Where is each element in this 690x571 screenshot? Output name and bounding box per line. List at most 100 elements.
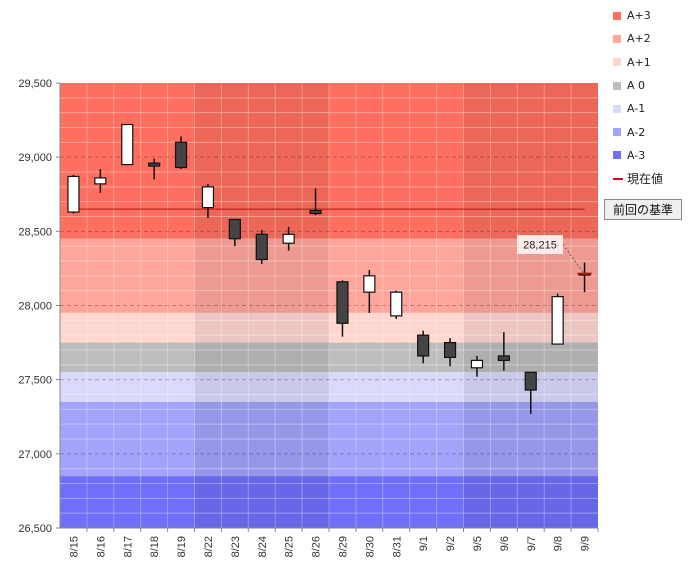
candle — [67, 174, 80, 214]
legend-label: A+3 — [627, 9, 651, 23]
candle — [174, 136, 188, 170]
candle-body-up — [390, 291, 403, 317]
candle-body-down — [148, 162, 161, 167]
y-tick-label: 27,000 — [18, 449, 52, 461]
candles — [67, 123, 591, 414]
legend-swatch — [613, 34, 621, 43]
x-tick-label: 9/6 — [499, 536, 511, 551]
callout-leader — [562, 244, 583, 272]
legend-line — [613, 177, 623, 180]
x-tick-label: 9/7 — [526, 536, 538, 551]
candle-body-up — [94, 177, 107, 185]
candle — [497, 332, 510, 371]
candle — [363, 269, 376, 313]
x-tick-label: 8/16 — [95, 536, 107, 557]
x-tick-label: 8/29 — [337, 536, 349, 557]
legend-item: A-2 — [613, 120, 689, 143]
legend-item: A+3 — [613, 4, 689, 27]
candle-body-up — [282, 233, 295, 244]
y-tick-label: 27,500 — [18, 375, 52, 387]
week-shade — [463, 83, 598, 528]
legend-label: A+1 — [627, 55, 651, 69]
x-tick-label: 9/2 — [445, 536, 457, 551]
legend-item: A-1 — [613, 97, 689, 120]
y-axis: 26,500 27,000 27,500 28,000 28,500 29,000 29,5… — [18, 78, 61, 535]
band-A+2 — [60, 238, 598, 313]
x-tick-label: 8/26 — [311, 536, 323, 557]
band-A+3 — [60, 83, 598, 239]
legend-label: 現在値 — [627, 172, 664, 187]
callout-label: 28,215 — [523, 240, 557, 252]
candle-body-up — [363, 275, 376, 293]
x-tick-label: 8/25 — [284, 536, 296, 557]
candle-body-up — [121, 123, 134, 166]
candle — [470, 355, 484, 377]
candle — [551, 293, 564, 345]
y-tick-label: 26,500 — [18, 523, 52, 535]
candle-body-down — [524, 371, 537, 391]
candle-body-down — [336, 281, 349, 324]
candle-body-down — [417, 334, 430, 357]
legend-swatch — [613, 58, 621, 67]
legend-label: A-2 — [627, 125, 646, 139]
grid-lines — [60, 83, 598, 528]
candle-body-up — [67, 175, 80, 213]
legend-swatch — [613, 128, 621, 137]
candle — [255, 229, 268, 264]
candle — [336, 280, 349, 337]
y-tick-label: 28,000 — [18, 301, 52, 313]
candle — [228, 218, 241, 247]
y-tick-label: 28,500 — [18, 226, 52, 238]
x-tick-label: 8/30 — [364, 536, 376, 557]
legend-label: A-1 — [627, 102, 646, 116]
x-tick-label: 8/24 — [257, 536, 269, 557]
candle-body-down — [443, 341, 457, 359]
candle — [390, 290, 403, 319]
x-tick-label: 8/31 — [391, 536, 403, 557]
candle — [148, 158, 161, 180]
x-tick-label: 8/22 — [203, 536, 215, 557]
band-A-1 — [60, 372, 598, 402]
legend-label: A+2 — [627, 32, 651, 46]
week-shade — [194, 83, 329, 528]
candle — [309, 188, 322, 216]
legend-item-current-value: 現在値 — [613, 167, 689, 190]
x-tick-label: 8/17 — [122, 536, 134, 557]
zone-bands — [60, 83, 598, 528]
previous-reference-button[interactable]: 前回の基準 — [604, 199, 682, 220]
candle-body-up — [201, 186, 215, 209]
y-tick-label: 29,500 — [18, 78, 52, 90]
candle-body-down — [228, 218, 241, 240]
candle — [282, 226, 295, 251]
legend: A+3 A+2 A+1 A 0 A-1 A-2 A-3 現在値 — [613, 4, 689, 190]
x-tick-label: 8/15 — [68, 536, 80, 557]
candle — [94, 169, 107, 193]
candle-body-down — [497, 355, 510, 361]
candle-body-up — [551, 296, 564, 345]
band-A-3 — [60, 476, 598, 528]
legend-item: A+2 — [613, 27, 689, 50]
legend-item: A 0 — [613, 74, 689, 97]
candle-body-up — [470, 359, 484, 369]
candle-body-down — [174, 141, 188, 169]
legend-swatch — [613, 81, 621, 90]
candle-body-down — [309, 209, 322, 215]
x-tick-label: 8/18 — [149, 536, 161, 557]
legend-swatch — [613, 11, 621, 20]
x-tick-label: 8/19 — [176, 536, 188, 557]
x-tick-label: 8/23 — [230, 536, 242, 557]
legend-label: A 0 — [627, 79, 646, 93]
candle-body-down — [255, 233, 268, 261]
legend-swatch — [613, 104, 621, 113]
candle — [443, 338, 457, 367]
x-tick-label: 9/8 — [553, 536, 565, 551]
x-tick-label: 9/5 — [472, 536, 484, 551]
legend-label: A-3 — [627, 148, 646, 162]
x-tick-label: 9/1 — [418, 536, 430, 551]
band-A-2 — [60, 401, 598, 477]
y-tick-label: 29,000 — [18, 152, 52, 164]
candle — [524, 371, 537, 414]
candle — [417, 330, 430, 364]
legend-swatch — [613, 151, 621, 160]
